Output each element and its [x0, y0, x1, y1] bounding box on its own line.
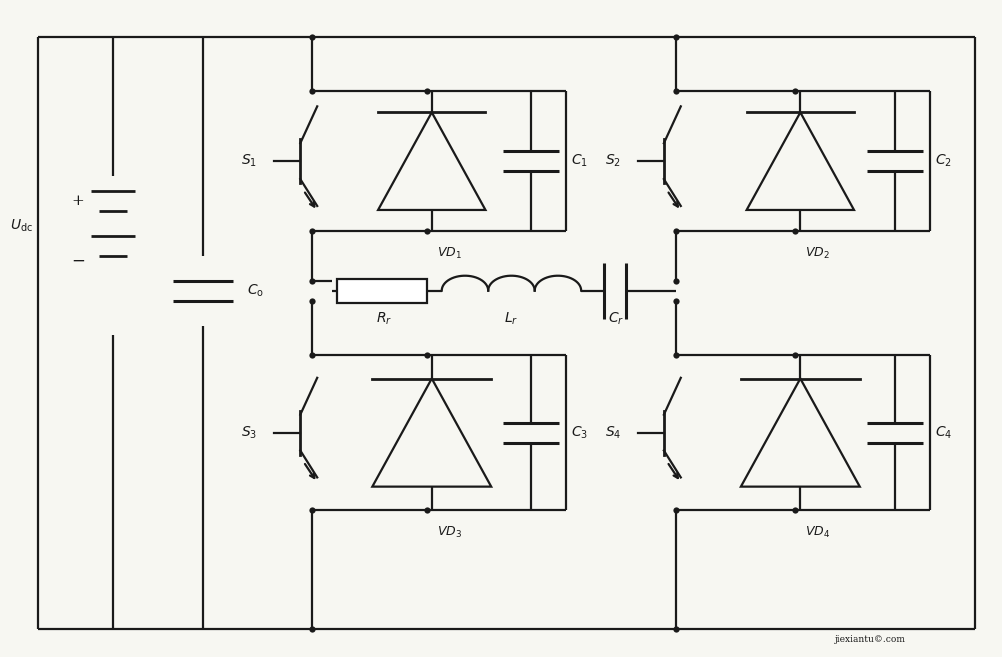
- Text: $R_r$: $R_r$: [376, 311, 392, 327]
- Text: $U_{\rm dc}$: $U_{\rm dc}$: [10, 217, 33, 234]
- Text: $C_3$: $C_3$: [571, 424, 588, 441]
- Text: −: −: [71, 252, 85, 269]
- Text: $L_r$: $L_r$: [504, 311, 518, 327]
- Text: $VD_2$: $VD_2$: [805, 246, 830, 261]
- Text: $VD_1$: $VD_1$: [436, 246, 461, 261]
- Text: $S_3$: $S_3$: [241, 424, 258, 441]
- Text: $S_1$: $S_1$: [241, 153, 258, 170]
- Text: +: +: [72, 194, 84, 208]
- Text: $C_4$: $C_4$: [934, 424, 951, 441]
- Text: jiexiantu©.com: jiexiantu©.com: [834, 635, 905, 645]
- Text: $C_2$: $C_2$: [934, 153, 951, 170]
- Text: $VD_3$: $VD_3$: [436, 525, 461, 540]
- Text: $C_r$: $C_r$: [608, 311, 624, 327]
- Text: $C_1$: $C_1$: [571, 153, 587, 170]
- Text: $S_2$: $S_2$: [604, 153, 620, 170]
- Text: $VD_4$: $VD_4$: [805, 525, 830, 540]
- Bar: [337, 279, 427, 303]
- Text: $S_4$: $S_4$: [604, 424, 620, 441]
- Text: $C_{\rm o}$: $C_{\rm o}$: [247, 283, 265, 299]
